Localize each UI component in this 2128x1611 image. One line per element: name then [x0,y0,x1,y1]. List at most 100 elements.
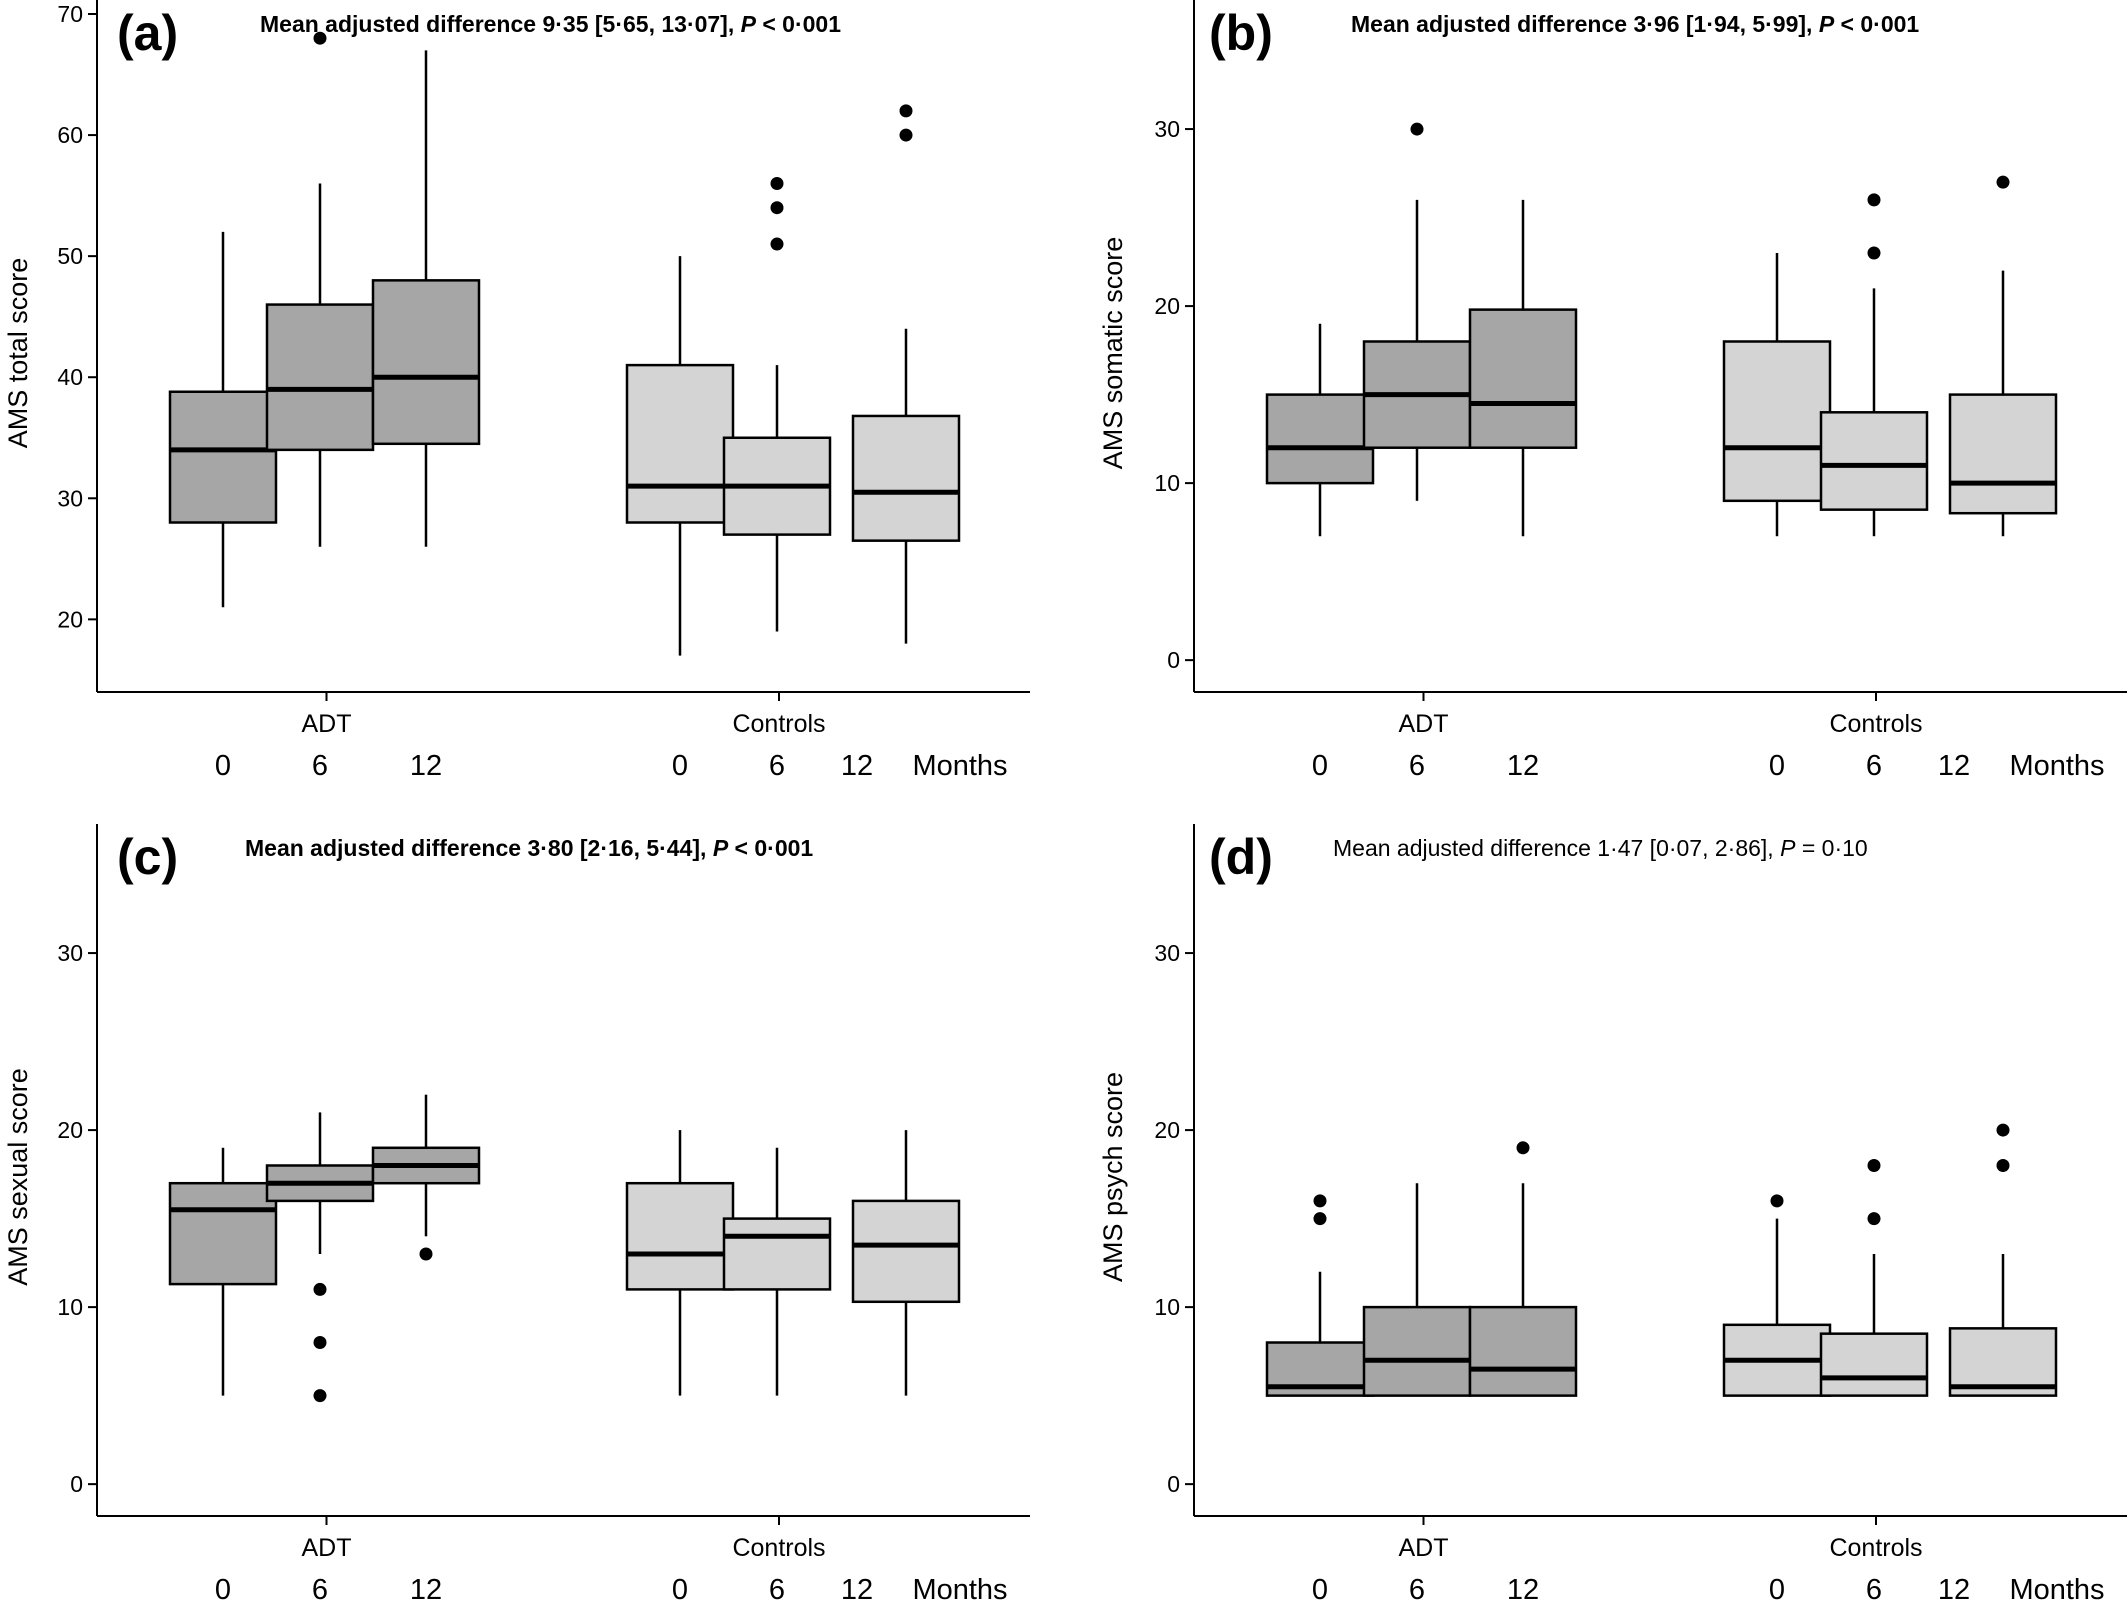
title-p: P [741,11,757,37]
y-axis-label: AMS sexual score [3,1068,33,1286]
panel-letter: (d) [1209,829,1273,885]
box-iqr [1948,393,2058,515]
box-adt-month-6 [1362,1183,1472,1397]
y-axis-label: AMS somatic score [1098,237,1128,470]
y-axis-label: AMS total score [3,258,33,449]
month-label: 6 [769,1574,785,1606]
y-tick-label: 10 [57,1294,83,1320]
month-label: 12 [410,750,442,782]
y-tick-label: 20 [1154,293,1180,319]
outlier-point [1867,1212,1881,1226]
y-tick-label: 20 [57,606,83,632]
box-adt-month-0 [168,231,278,608]
box-iqr [1819,411,1929,511]
box-adt-month-6 [265,31,375,547]
box-controls-month-6 [1819,1158,1929,1397]
outlier-point [1313,1212,1327,1226]
outlier-point [1867,193,1881,207]
title-p: P [1780,835,1796,861]
month-label: 12 [410,1574,442,1606]
y-tick-label: 0 [70,1471,83,1497]
months-axis-label: Months [912,750,1007,782]
outlier-point [313,1389,327,1403]
box-iqr [722,1217,832,1291]
outlier-point [313,1336,327,1350]
y-tick-label: 40 [57,364,83,390]
box-controls-month-6 [1819,193,1929,537]
outlier-point [1867,246,1881,260]
box-iqr [625,1181,735,1291]
title-p: P [713,835,729,861]
month-label: 6 [1409,750,1425,782]
panel-title: Mean adjusted difference 1·47 [0·07, 2·8… [1333,835,1868,861]
y-tick-label: 10 [1154,1294,1180,1320]
box-adt-month-0 [1265,323,1375,537]
box-controls-month-0 [625,256,735,656]
y-tick-label: 0 [1167,1471,1180,1497]
month-label: 0 [1312,750,1328,782]
month-label: 12 [841,750,873,782]
outlier-point [1410,122,1424,136]
y-axis-label: AMS psych score [1098,1072,1128,1282]
month-label: 0 [1769,750,1785,782]
month-label: 6 [312,1574,328,1606]
month-label: 6 [769,750,785,782]
title-threshold: < 0·001 [756,11,841,37]
title-threshold: < 0·001 [728,835,813,861]
panel-title: Mean adjusted difference 3·80 [2·16, 5·4… [245,835,813,861]
month-label: 0 [215,1574,231,1606]
title-text: Mean adjusted difference 3·96 [1·94, 5·9… [1351,11,1819,37]
box-iqr [851,414,961,542]
panel-letter: (c) [117,829,178,885]
month-label: 6 [1866,750,1882,782]
box-iqr [168,1181,278,1286]
month-label: 12 [841,1574,873,1606]
box-adt-month-12 [371,1094,481,1261]
outlier-point [1867,1158,1881,1172]
box-iqr [1468,308,1578,449]
month-label: 0 [672,750,688,782]
outlier-point [313,1282,327,1296]
box-controls-month-6 [722,1147,832,1396]
group-label-adt: ADT [1399,710,1449,738]
box-iqr [265,303,375,452]
box-controls-month-12 [1948,175,2058,537]
box-iqr [371,279,481,446]
box-iqr [1362,1305,1472,1397]
panel-c: 0 10 20 30 AMS sexual score (c) Mean adjusted … [3,824,1030,1606]
panel-letter: (b) [1209,5,1273,61]
outlier-point [1996,1123,2010,1137]
title-text: Mean adjusted difference 1·47 [0·07, 2·8… [1333,835,1780,861]
box-adt-month-6 [1362,122,1472,501]
months-axis-label: Months [2009,750,2104,782]
group-label-adt: ADT [302,710,352,738]
y-tick-label: 70 [57,1,83,27]
group-label-controls: Controls [732,710,825,738]
group-label-controls: Controls [1829,1534,1922,1562]
box-iqr [1265,393,1375,485]
box-controls-month-0 [1722,1194,1832,1397]
y-tick-label: 30 [57,940,83,966]
group-label-controls: Controls [732,1534,825,1562]
month-label: 6 [312,750,328,782]
box-controls-month-12 [851,1130,961,1396]
box-controls-month-0 [1722,252,1832,537]
y-tick-label: 10 [1154,470,1180,496]
outlier-point [1516,1141,1530,1155]
box-controls-month-0 [625,1130,735,1396]
box-iqr [168,390,278,524]
y-tick-label: 20 [57,1117,83,1143]
month-label: 0 [215,750,231,782]
panel-b: 0 10 20 30 AMS somatic score (b) Mean adjusted… [1098,0,2127,782]
y-tick-label: 30 [1154,940,1180,966]
panel-d: 0 10 20 30 AMS psych score (d) Mean adjusted d… [1098,824,2127,1606]
title-text: Mean adjusted difference 3·80 [2·16, 5·4… [245,835,713,861]
outlier-point [1996,1158,2010,1172]
box-iqr [625,363,735,524]
title-p: P [1819,11,1835,37]
outlier-point [1313,1194,1327,1208]
box-iqr [1722,340,1832,503]
month-label: 12 [1507,750,1539,782]
